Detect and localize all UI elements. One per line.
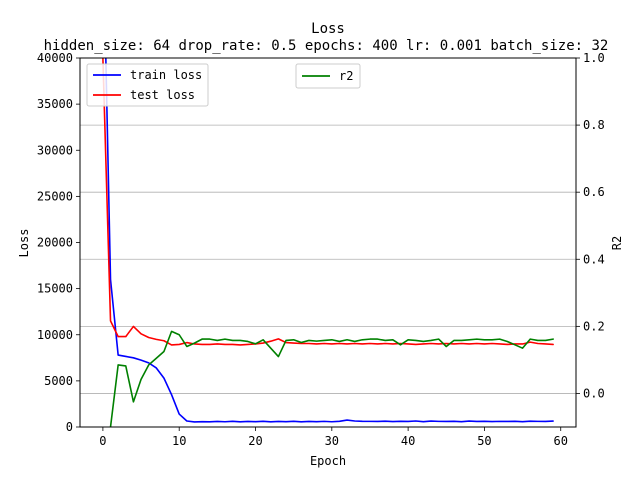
y2-axis-ticks: 0.0 0.2 0.4 0.6 0.8 1.0 bbox=[576, 51, 605, 400]
x-tick-label: 10 bbox=[172, 434, 186, 448]
y-tick-label: 40000 bbox=[37, 51, 73, 65]
legend-label-test-loss: test loss bbox=[130, 88, 195, 102]
y2-tick-label: 0.8 bbox=[583, 118, 605, 132]
x-tick-label: 30 bbox=[325, 434, 339, 448]
x-tick-label: 60 bbox=[554, 434, 568, 448]
series-line-test-loss bbox=[102, 58, 554, 346]
series-line-train-loss bbox=[105, 58, 554, 423]
series-line-r2 bbox=[109, 330, 554, 427]
legend-left: train loss test loss bbox=[86, 63, 209, 107]
y-axis-label: Loss bbox=[17, 229, 31, 258]
y-tick-label: 25000 bbox=[37, 189, 73, 203]
y-tick-label: 0 bbox=[66, 420, 73, 434]
x-tick-label: 50 bbox=[477, 434, 491, 448]
chart-title: Loss bbox=[311, 21, 345, 37]
legend-right: r2 bbox=[295, 63, 361, 89]
x-axis-ticks: 0 10 20 30 40 50 60 bbox=[99, 427, 568, 448]
x-tick-label: 0 bbox=[99, 434, 106, 448]
series-layer bbox=[102, 58, 554, 427]
y-tick-label: 5000 bbox=[44, 374, 73, 388]
y-tick-label: 10000 bbox=[37, 328, 73, 342]
legend-label-train-loss: train loss bbox=[130, 68, 202, 82]
chart-subtitle: hidden_size: 64 drop_rate: 0.5 epochs: 4… bbox=[44, 38, 609, 54]
y-axis-ticks: 0 5000 10000 15000 20000 25000 30000 35000 40000 bbox=[37, 51, 80, 434]
y2-axis-label: R2 bbox=[610, 236, 624, 250]
y-tick-label: 35000 bbox=[37, 97, 73, 111]
x-tick-label: 20 bbox=[248, 434, 262, 448]
x-tick-label: 40 bbox=[401, 434, 415, 448]
y2-tick-label: 0.6 bbox=[583, 185, 605, 199]
y2-tick-label: 0.2 bbox=[583, 319, 605, 333]
x-axis-label: Epoch bbox=[310, 454, 346, 468]
y2-tick-label: 1.0 bbox=[583, 51, 605, 65]
y-tick-label: 15000 bbox=[37, 282, 73, 296]
y-tick-label: 20000 bbox=[37, 236, 73, 250]
y2-tick-label: 0.0 bbox=[583, 386, 605, 400]
y-tick-label: 30000 bbox=[37, 143, 73, 157]
y2-tick-label: 0.4 bbox=[583, 252, 605, 266]
legend-label-r2: r2 bbox=[339, 69, 353, 83]
